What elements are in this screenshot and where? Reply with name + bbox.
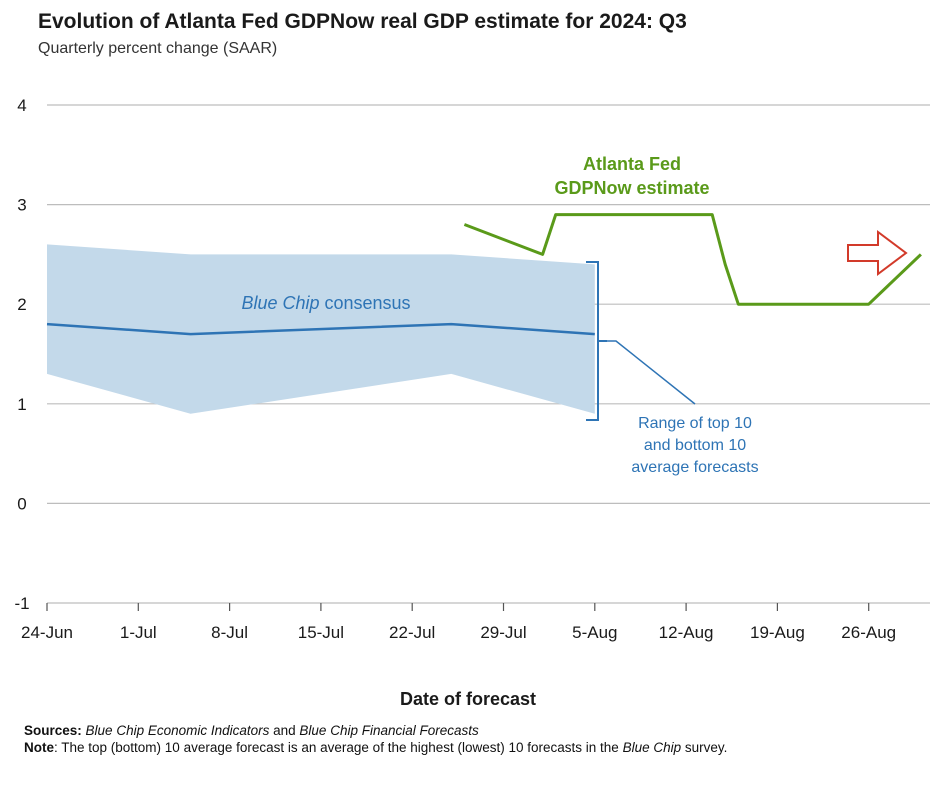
x-tick-label: 15-Jul (298, 623, 344, 642)
x-tick-label: 19-Aug (750, 623, 805, 642)
note-line: Note: The top (bottom) 10 average foreca… (24, 739, 914, 756)
bluechip-label-italic: Blue Chip (241, 293, 319, 313)
x-tick-label: 22-Jul (389, 623, 435, 642)
y-tick-label: 2 (17, 295, 26, 314)
x-tick-label: 8-Jul (211, 623, 248, 642)
y-tick-label: 4 (17, 96, 26, 115)
note-end: survey. (681, 740, 728, 755)
annotation-layer: Atlanta Fed GDPNow estimate Blue Chip co… (241, 154, 908, 476)
y-tick-label: -1 (14, 594, 29, 613)
gdpnow-label-line2: GDPNow estimate (554, 178, 709, 198)
axis-layer: 4 3 2 1 0 -1 24-Jun 1-Jul 8-Jul 15-Jul 22-Jul 29-Ju… (14, 96, 896, 642)
range-bracket (586, 261, 607, 421)
sources-line: Sources: Blue Chip Economic Indicators a… (24, 722, 914, 739)
x-tick-label: 1-Jul (120, 623, 157, 642)
x-tick-label: 24-Jun (21, 623, 73, 642)
x-tick-label: 5-Aug (572, 623, 617, 642)
range-label-line2: and bottom 10 (644, 437, 746, 454)
series-layer (46, 213, 922, 336)
sources-and: and (269, 723, 300, 738)
sources-item-2: Blue Chip Financial Forecasts (299, 723, 479, 738)
bluechip-label: Blue Chip consensus (241, 293, 410, 313)
bluechip-label-rest: consensus (319, 293, 410, 313)
x-tick-label: 12-Aug (659, 623, 714, 642)
gdpnow-label-line1: Atlanta Fed (583, 154, 681, 174)
sources-item-1: Blue Chip Economic Indicators (85, 723, 270, 738)
bluechip-consensus-line (46, 322, 595, 336)
red-arrow-icon (847, 230, 908, 276)
y-tick-label: 3 (17, 196, 26, 215)
x-tick-label: 26-Aug (841, 623, 896, 642)
range-label-line1: Range of top 10 (638, 415, 752, 432)
range-label-line3: average forecasts (631, 459, 758, 476)
chart-subtitle: Quarterly percent change (SAAR) (38, 40, 278, 57)
chart-title: Evolution of Atlanta Fed GDPNow real GDP… (38, 10, 687, 33)
x-axis-title: Date of forecast (400, 689, 536, 709)
x-tick-label: 29-Jul (480, 623, 526, 642)
note-italic: Blue Chip (622, 740, 682, 755)
y-tick-label: 1 (17, 395, 26, 414)
range-leader-line (607, 340, 696, 405)
note-label: Note (24, 740, 54, 755)
note-text: : The top (bottom) 10 average forecast i… (54, 740, 623, 755)
sources-label: Sources: (24, 723, 82, 738)
chart-notes: Sources: Blue Chip Economic Indicators a… (24, 722, 914, 756)
y-tick-label: 0 (17, 494, 26, 513)
